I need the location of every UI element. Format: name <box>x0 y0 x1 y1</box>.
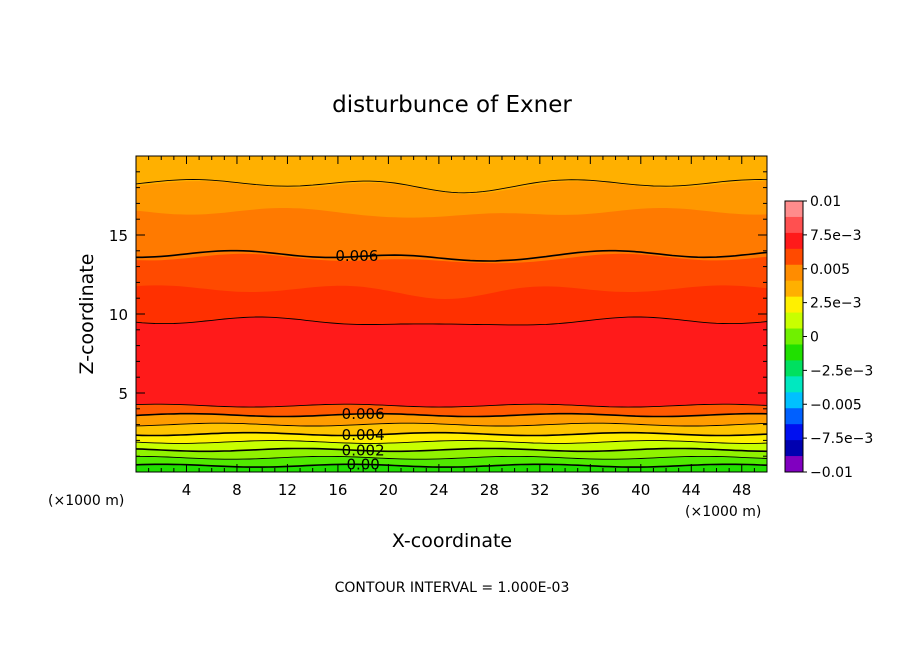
y-axis-ticks: 5 10 15 <box>109 171 767 457</box>
x-tick-label: 4 <box>182 481 192 499</box>
colorbar: 0.01 7.5e−3 0.005 2.5e−3 0 −2.5e−3 −0.005 −7.5e… <box>784 194 873 481</box>
contour-label: 0.006 <box>335 247 378 265</box>
x-tick-label: 28 <box>480 481 499 499</box>
contour-line <box>135 412 768 418</box>
contour-line <box>136 249 768 262</box>
x-tick-label: 20 <box>379 481 398 499</box>
colorbar-swatch <box>785 440 803 457</box>
x-unit-right: (×1000 m) <box>685 504 761 520</box>
x-tick-label: 16 <box>328 481 347 499</box>
contour-line <box>135 440 768 444</box>
y-tick-label: 10 <box>109 306 128 324</box>
contour-line <box>135 179 768 194</box>
colorbar-swatch <box>785 392 803 409</box>
contour-label: 0.006 <box>342 405 385 423</box>
colorbar-label: −0.01 <box>810 465 853 481</box>
x-unit-left: (×1000 m) <box>48 493 124 509</box>
x-tick-label: 44 <box>682 481 701 499</box>
colorbar-swatch <box>785 201 803 218</box>
contour-label: 0.00 <box>346 455 379 473</box>
contour-lines <box>135 179 768 468</box>
x-tick-label: 40 <box>631 481 650 499</box>
colorbar-swatch <box>785 456 803 473</box>
colorbar-swatch <box>785 424 803 441</box>
contour-line <box>135 403 768 408</box>
colorbar-swatch <box>785 248 803 266</box>
colorbar-label: 2.5e−3 <box>810 296 862 312</box>
colorbar-swatch <box>785 328 803 345</box>
contour-line <box>135 463 768 468</box>
x-axis-label: X-coordinate <box>392 530 512 552</box>
colorbar-swatch <box>785 376 803 393</box>
colorbar-label: −0.005 <box>810 397 862 413</box>
contour-label: 0.004 <box>342 426 385 444</box>
colorbar-swatch <box>785 232 803 250</box>
colorbar-swatch <box>785 296 803 314</box>
colorbar-label: 0.005 <box>810 262 850 278</box>
y-tick-label: 15 <box>109 227 128 245</box>
colorbar-swatch <box>785 408 803 425</box>
colorbar-swatch <box>785 264 803 282</box>
colorbar-label: 7.5e−3 <box>810 228 862 244</box>
colorbar-swatch <box>785 280 803 298</box>
contour-line <box>135 431 768 437</box>
x-tick-label: 48 <box>732 481 751 499</box>
colorbar-swatch <box>785 344 803 361</box>
x-tick-label: 24 <box>429 481 448 499</box>
x-tick-label: 36 <box>581 481 600 499</box>
x-tick-label: 8 <box>232 481 242 499</box>
contour-line <box>135 422 768 427</box>
colorbar-label: −2.5e−3 <box>810 363 873 379</box>
colorbar-label: −7.5e−3 <box>810 431 873 447</box>
contour-interval-note: CONTOUR INTERVAL = 1.000E-03 <box>335 580 570 596</box>
chart-title: disturbunce of Exner <box>332 92 572 118</box>
y-tick-label: 5 <box>118 385 128 403</box>
colorbar-swatch <box>785 216 803 234</box>
x-tick-label: 32 <box>530 481 549 499</box>
colorbar-swatch <box>785 312 803 330</box>
contour-line <box>135 316 768 326</box>
y-axis-label: Z-coordinate <box>76 254 98 375</box>
colorbar-label: 0.01 <box>810 194 841 210</box>
x-axis-ticks: 4 8 12 16 20 24 28 32 36 40 44 48 <box>148 156 755 499</box>
colorbar-swatch <box>785 360 803 377</box>
contour-label: 0.002 <box>342 442 385 460</box>
contour-line <box>136 455 768 460</box>
colorbar-label: 0 <box>810 330 819 346</box>
x-tick-label: 12 <box>278 481 297 499</box>
contour-line <box>135 447 768 453</box>
